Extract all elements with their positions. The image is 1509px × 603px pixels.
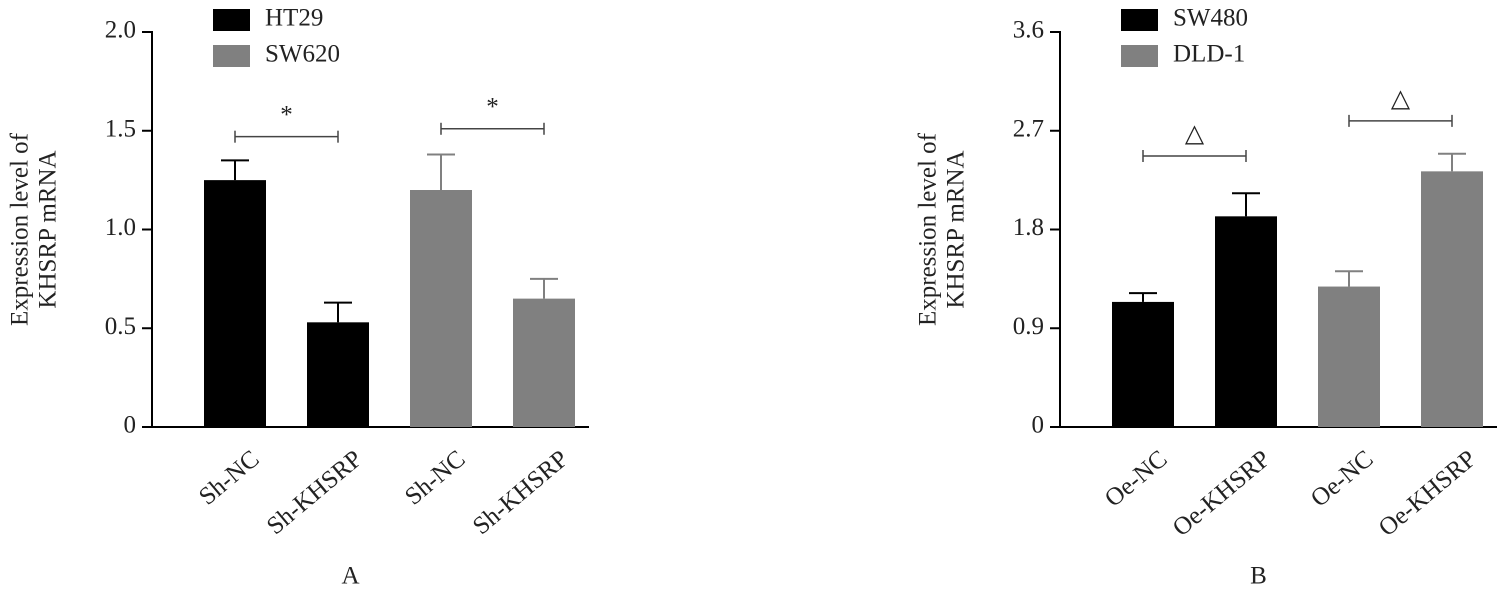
x-tick-label: Sh-KHSRP — [468, 445, 574, 540]
y-tick-label: 1.0 — [105, 214, 136, 241]
error-bar — [1335, 270, 1363, 287]
y-axis-label: Expression level of — [7, 132, 34, 326]
y-axis-label: KHSRP mRNA — [35, 150, 62, 308]
legend-swatch — [213, 9, 250, 31]
legend-label: DLD-1 — [1173, 41, 1245, 68]
error-bar — [1232, 192, 1260, 217]
x-tick-label: Oe-NC — [1100, 445, 1173, 512]
bar — [204, 180, 266, 427]
bar — [410, 190, 472, 427]
y-axis-label: Expression level of — [915, 132, 942, 326]
x-tick-label: Sh-NC — [194, 445, 265, 510]
error-bar — [1438, 152, 1466, 172]
error-bar — [530, 277, 558, 299]
error-bar — [324, 301, 352, 323]
significance-label: * — [280, 101, 293, 128]
bar — [1421, 171, 1483, 427]
x-tick-label: Oe-NC — [1306, 445, 1379, 512]
x-tick-label: Sh-NC — [400, 445, 471, 510]
error-bar — [427, 153, 455, 190]
x-tick-label: Oe-KHSRP — [1168, 445, 1276, 542]
legend-label: HT29 — [265, 5, 323, 32]
bar — [1112, 301, 1174, 427]
panel-label: B — [1250, 563, 1267, 590]
bar — [1215, 216, 1277, 427]
y-tick-label: 0 — [1032, 412, 1045, 439]
bar — [513, 298, 575, 427]
y-tick-label: 2.0 — [105, 17, 136, 44]
significance-label: * — [486, 94, 499, 121]
legend-swatch — [1121, 9, 1158, 31]
y-tick-label: 0.5 — [105, 313, 136, 340]
bar — [1318, 286, 1380, 427]
panel-label: A — [341, 563, 359, 590]
significance-label: △ — [1391, 86, 1411, 113]
y-tick-label: 3.6 — [1013, 17, 1044, 44]
legend-label: SW620 — [265, 41, 340, 68]
y-tick-label: 1.5 — [105, 115, 136, 142]
legend-label: SW480 — [1173, 5, 1248, 32]
x-tick-label: Sh-KHSRP — [262, 445, 368, 540]
error-bar — [1129, 292, 1157, 302]
y-axis-label: KHSRP mRNA — [943, 150, 970, 308]
y-tick-label: 2.7 — [1013, 115, 1044, 142]
y-tick-label: 1.8 — [1013, 214, 1044, 241]
error-bar — [221, 159, 249, 181]
y-tick-label: 0 — [124, 412, 137, 439]
significance-label: △ — [1185, 121, 1205, 148]
bar — [307, 322, 369, 427]
legend-swatch — [1121, 45, 1158, 67]
y-tick-label: 0.9 — [1013, 313, 1044, 340]
x-tick-label: Oe-KHSRP — [1374, 445, 1482, 542]
legend-swatch — [213, 45, 250, 67]
